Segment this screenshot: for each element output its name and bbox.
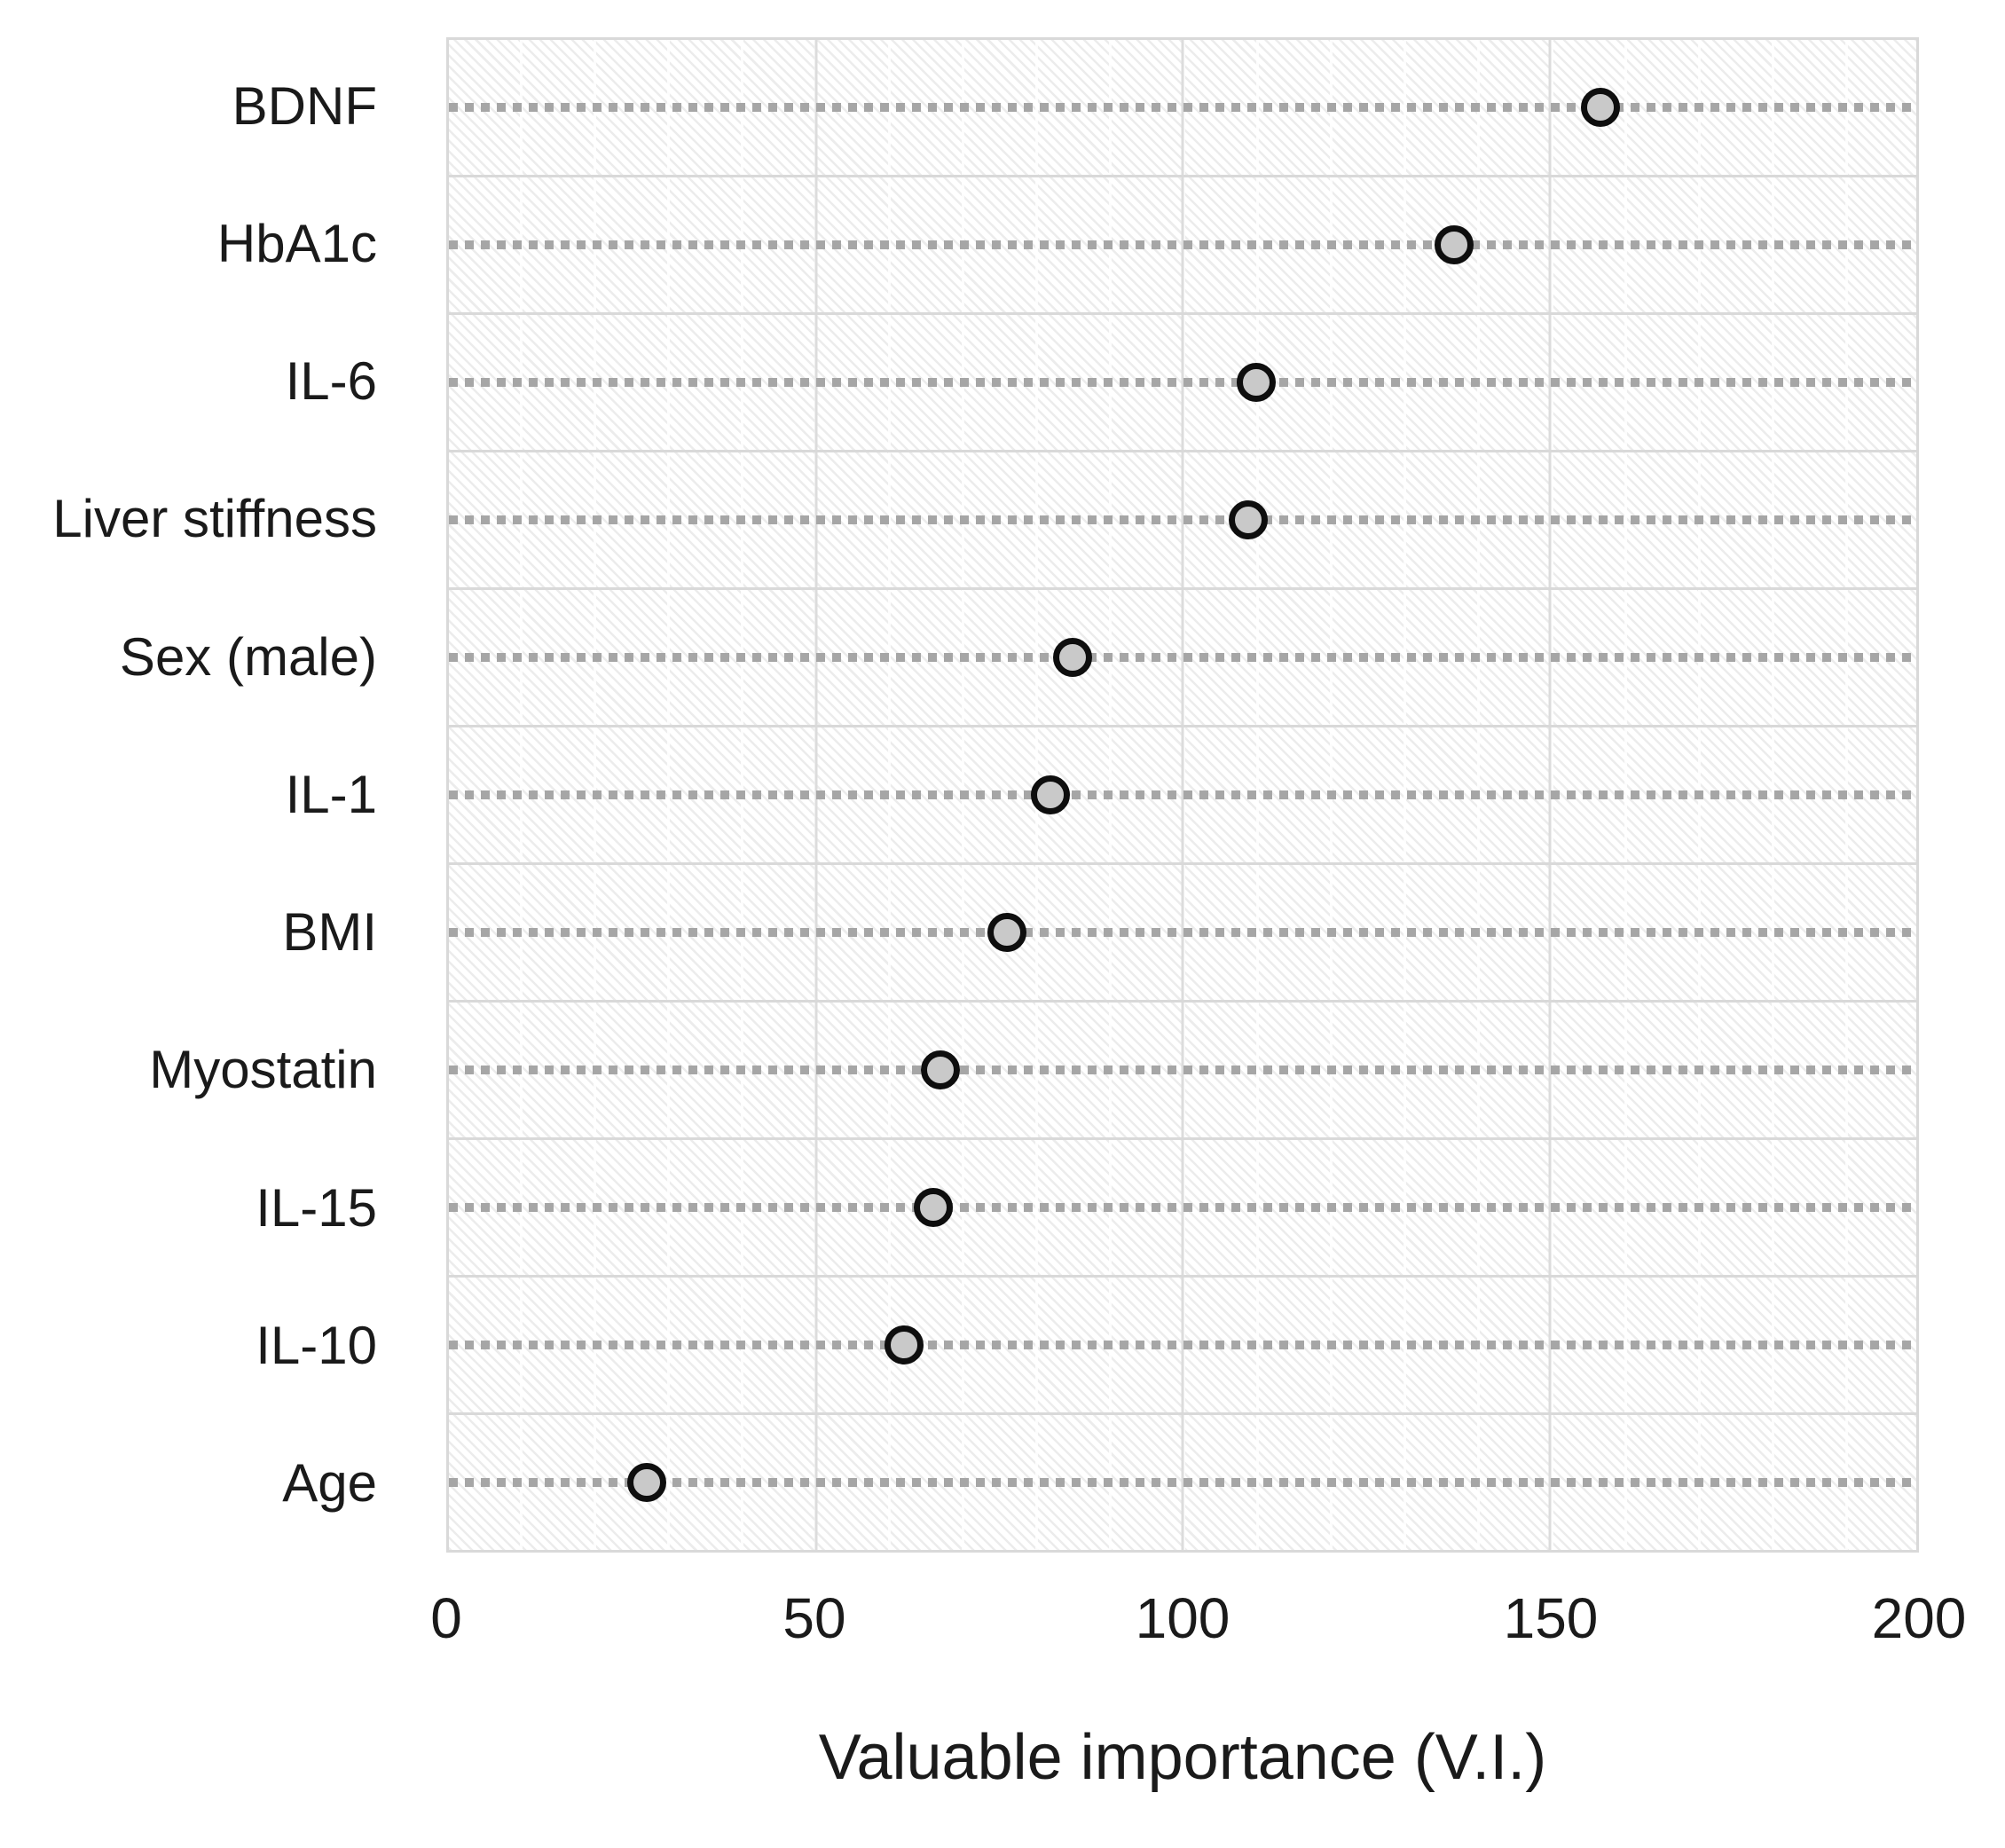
dotted-leader-line xyxy=(449,1341,1916,1349)
data-point-bdnf xyxy=(1581,88,1621,127)
plot-row xyxy=(449,865,1916,1003)
dotted-leader-line xyxy=(449,653,1916,662)
x-tick-label: 50 xyxy=(782,1586,846,1650)
dotted-leader-line xyxy=(449,515,1916,524)
plot-row xyxy=(449,177,1916,315)
data-point-il-10 xyxy=(884,1325,924,1364)
y-axis-labels: BDNF HbA1c IL-6 Liver stiffness Sex (male) IL… xyxy=(0,37,377,1553)
y-axis-label: BDNF xyxy=(232,75,377,136)
plot-row xyxy=(449,40,1916,177)
data-point-il-6 xyxy=(1236,363,1276,402)
data-point-myostatin xyxy=(921,1050,961,1089)
y-axis-label: IL-10 xyxy=(256,1316,377,1376)
x-tick-label: 0 xyxy=(430,1586,462,1650)
dotted-leader-line xyxy=(449,240,1916,249)
dotted-leader-line xyxy=(449,103,1916,112)
plot-row xyxy=(449,590,1916,727)
x-tick-label: 100 xyxy=(1135,1586,1231,1650)
y-axis-label: Myostatin xyxy=(149,1040,377,1100)
x-axis-title: Valuable importance (V.I.) xyxy=(818,1722,1547,1793)
y-axis-label: IL-1 xyxy=(285,764,377,824)
y-axis-label: IL-6 xyxy=(285,351,377,412)
y-axis-label: IL-15 xyxy=(256,1177,377,1238)
plot-row xyxy=(449,452,1916,590)
plot-row xyxy=(449,1140,1916,1278)
y-axis-label: HbA1c xyxy=(216,213,377,273)
plot-row xyxy=(449,315,1916,452)
data-point-il-15 xyxy=(913,1188,953,1227)
plot-area xyxy=(446,37,1919,1553)
y-axis-label: Liver stiffness xyxy=(52,489,377,549)
data-point-age xyxy=(627,1463,667,1502)
data-point-liver-stiffness xyxy=(1229,500,1269,539)
dotted-leader-line xyxy=(449,1478,1916,1487)
dotted-leader-line xyxy=(449,1066,1916,1074)
x-tick-label: 200 xyxy=(1871,1586,1967,1650)
dotted-leader-line xyxy=(449,928,1916,937)
x-tick-label: 150 xyxy=(1503,1586,1599,1650)
data-point-hba1c xyxy=(1434,225,1474,264)
plot-row xyxy=(449,1003,1916,1140)
rows-layer xyxy=(449,40,1916,1550)
y-axis-label: BMI xyxy=(282,902,377,963)
dotted-leader-line xyxy=(449,1203,1916,1212)
y-axis-label: Sex (male) xyxy=(119,626,377,687)
plot-row xyxy=(449,727,1916,865)
plot-row xyxy=(449,1278,1916,1415)
dotted-leader-line xyxy=(449,790,1916,799)
x-axis-ticks: 0 50 100 150 200 xyxy=(430,1553,1966,1686)
data-point-bmi xyxy=(987,913,1026,952)
y-axis-label: Age xyxy=(282,1453,377,1514)
data-point-il-1 xyxy=(1031,775,1071,814)
data-point-sex-male xyxy=(1052,638,1092,677)
dotted-leader-line xyxy=(449,378,1916,387)
plot-row xyxy=(449,1415,1916,1550)
